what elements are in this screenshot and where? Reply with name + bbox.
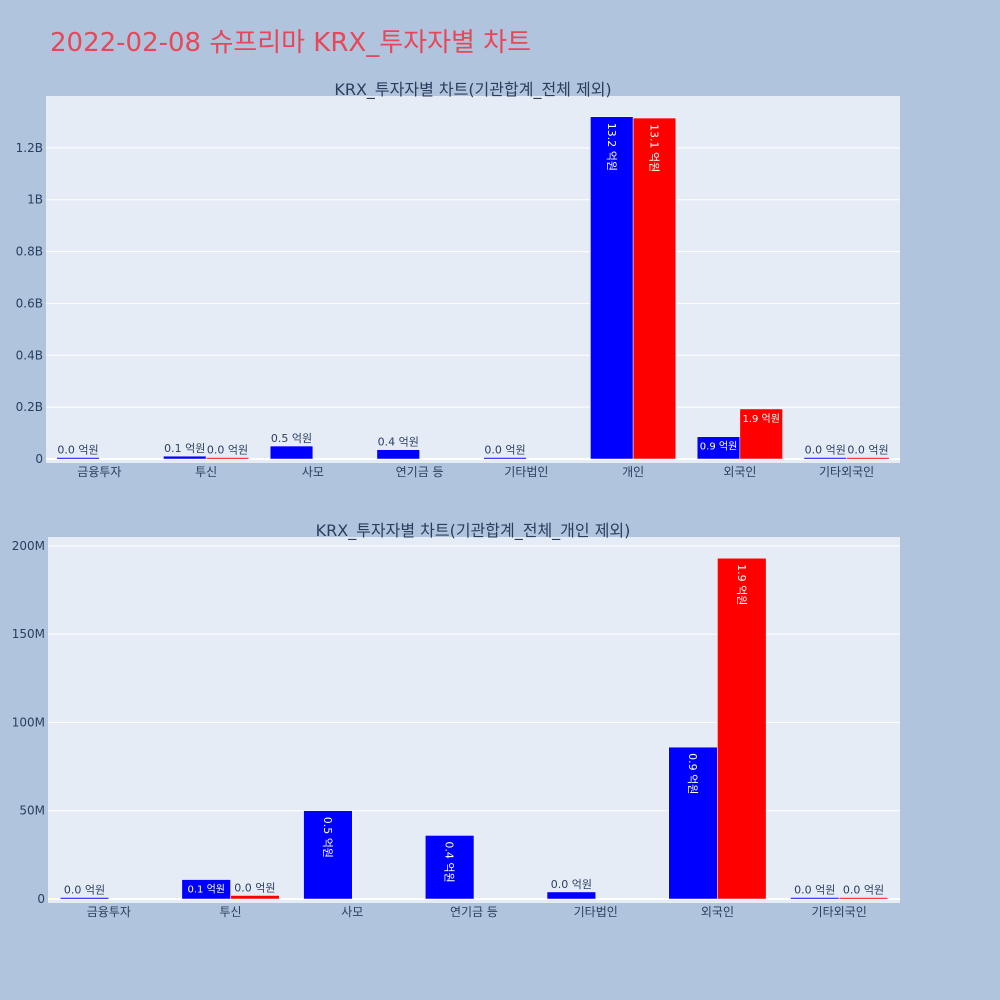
bar	[303, 810, 353, 900]
bar	[590, 116, 634, 460]
bar	[163, 455, 207, 460]
y-tick-label: 0.4B	[16, 348, 43, 362]
data-label: 0.1 억원	[187, 884, 224, 896]
x-tick-label: 기타법인	[504, 465, 548, 479]
y-tick-label: 0.2B	[16, 400, 43, 414]
data-label: 0.0 억원	[843, 884, 884, 897]
bar	[269, 445, 314, 460]
y-tick-label: 1.2B	[16, 141, 43, 155]
data-label: 0.9 억원	[700, 441, 737, 453]
x-tick-label: 금융투자	[77, 465, 121, 479]
page-title: 2022-02-08 슈프리마 KRX_투자자별 차트	[50, 28, 532, 58]
data-label: 1.9 억원	[742, 413, 779, 425]
data-label: 0.4 억원	[378, 436, 419, 449]
x-tick-label: 투신	[195, 465, 217, 479]
bar	[56, 457, 100, 460]
x-tick-label: 사모	[302, 465, 324, 479]
data-label: 1.9 억원	[735, 564, 748, 605]
data-label: 0.0 억원	[64, 884, 105, 897]
chart-panel-2: KRX_투자자별 차트(기관합계_전체_개인 제외) 0 50M 100M 150M 2…	[12, 521, 900, 919]
x-tick-label: 외국인	[701, 905, 734, 919]
bar	[425, 835, 475, 900]
data-label: 0.5 억원	[321, 817, 334, 858]
data-label: 13.2 억원	[605, 123, 618, 171]
bar	[632, 117, 677, 460]
x-tick-label: 금융투자	[87, 905, 131, 919]
data-label: 0.0 억원	[234, 881, 275, 894]
chart-1-title: KRX_투자자별 차트(기관합계_전체 제외)	[334, 80, 611, 100]
plot-area	[46, 96, 900, 463]
data-label: 0.1 억원	[164, 442, 205, 455]
y-tick-label: 0.6B	[16, 296, 43, 310]
x-tick-label: 연기금 등	[396, 465, 444, 479]
data-label: 0.0 억원	[484, 444, 525, 457]
y-tick-label: 150M	[12, 627, 45, 641]
bar	[668, 746, 718, 900]
data-label: 0.0 억원	[207, 444, 248, 457]
x-tick-label: 기타법인	[574, 905, 618, 919]
chart-2-title: KRX_투자자별 차트(기관합계_전체_개인 제외)	[316, 521, 631, 541]
data-label: 0.4 억원	[443, 841, 456, 882]
bar	[717, 557, 767, 900]
bar	[790, 897, 840, 900]
bar	[205, 457, 250, 460]
x-tick-label: 기타외국인	[819, 465, 874, 479]
data-label: 13.1 억원	[647, 124, 660, 172]
data-label: 0.0 억원	[805, 444, 846, 457]
y-tick-label: 0	[35, 452, 43, 466]
y-tick-label: 100M	[12, 715, 45, 729]
x-tick-label: 연기금 등	[450, 905, 498, 919]
bar	[230, 895, 280, 900]
bar	[838, 897, 889, 900]
y-tick-label: 50M	[19, 804, 45, 818]
bar	[739, 408, 783, 460]
bar	[376, 449, 420, 460]
data-label: 0.0 억원	[57, 444, 98, 457]
y-tick-label: 0	[37, 892, 45, 906]
x-tick-label: 투신	[220, 905, 242, 919]
y-tick-label: 0.8B	[16, 245, 43, 259]
y-tick-label: 1B	[27, 193, 43, 207]
x-tick-label: 개인	[622, 465, 644, 479]
bar	[846, 457, 890, 460]
bar	[803, 457, 847, 460]
bar	[546, 891, 596, 900]
data-label: 0.9 억원	[686, 753, 699, 794]
data-label: 0.0 억원	[847, 444, 888, 457]
bar	[483, 457, 527, 460]
bar	[181, 879, 231, 900]
x-tick-label: 외국인	[723, 465, 756, 479]
x-tick-label: 기타외국인	[812, 905, 867, 919]
data-label: 0.0 억원	[551, 878, 592, 891]
y-tick-label: 200M	[12, 539, 45, 553]
data-label: 0.5 억원	[271, 432, 312, 445]
x-tick-label: 사모	[341, 905, 363, 919]
chart-panel-1: KRX_투자자별 차트(기관합계_전체 제외) 0 0.2B 0.4B 0.6B 0.8…	[16, 80, 900, 479]
bar	[59, 897, 110, 900]
data-label: 0.0 억원	[794, 884, 835, 897]
